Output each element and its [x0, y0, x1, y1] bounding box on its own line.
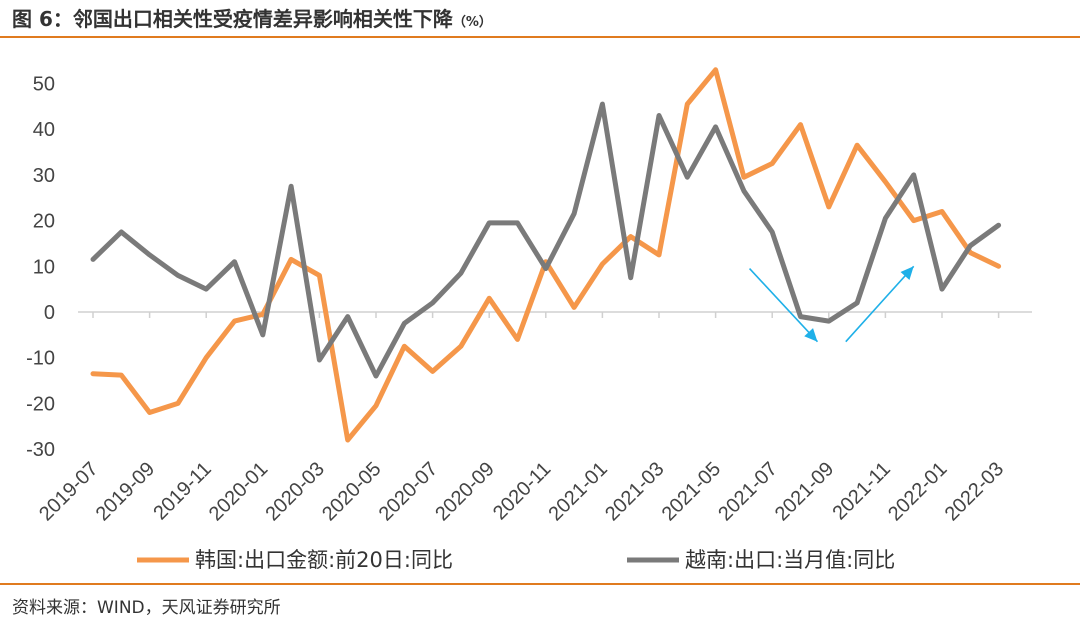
trend-arrow-2 — [845, 265, 915, 343]
chart-annotations — [748, 265, 915, 343]
y-tick-label: 40 — [33, 119, 55, 141]
figure-title-unit: （%） — [452, 15, 492, 30]
x-tick-label: 2021-05 — [658, 458, 725, 525]
x-tick-label: 2020-07 — [375, 458, 442, 525]
figure-title: 图 6：邻国出口相关性受疫情差异影响相关性下降（%） — [12, 3, 492, 32]
x-axis-ticks: 2019-072019-092019-112020-012020-032020-… — [35, 312, 1008, 525]
chart-legend: 韩国:出口金额:前20日:同比 越南:出口:当月值:同比 — [137, 548, 895, 572]
y-tick-label: 20 — [33, 211, 55, 233]
arrow-shaft — [748, 268, 819, 343]
x-tick-label: 2019-09 — [92, 458, 159, 525]
figure-title-text: 图 6：邻国出口相关性受疫情差异影响相关性下降 — [12, 7, 453, 31]
x-tick-label: 2021-09 — [771, 458, 838, 525]
legend-item-vietnam: 越南:出口:当月值:同比 — [627, 548, 895, 572]
y-tick-label: 50 — [33, 74, 55, 96]
y-tick-label: -20 — [26, 393, 55, 415]
chart-series — [90, 67, 1002, 443]
x-tick-label: 2020-03 — [261, 458, 328, 525]
y-tick-label: 30 — [33, 165, 55, 187]
arrow-head — [900, 266, 914, 280]
legend-label: 韩国:出口金额:前20日:同比 — [195, 548, 453, 572]
bottom-rule — [0, 583, 1080, 585]
x-tick-label: 2021-03 — [601, 458, 668, 525]
legend-label: 越南:出口:当月值:同比 — [685, 548, 895, 572]
arrow-shaft — [845, 265, 915, 343]
x-tick-label: 2021-01 — [544, 458, 611, 525]
x-tick-label: 2022-03 — [941, 458, 1008, 525]
legend-item-korea: 韩国:出口金额:前20日:同比 — [137, 548, 453, 572]
top-rule — [0, 36, 1080, 38]
x-tick-label: 2021-11 — [829, 458, 895, 524]
x-tick-label: 2021-07 — [714, 458, 781, 525]
arrow-head — [804, 328, 818, 342]
korea-series-line — [90, 67, 1002, 443]
source-note: 资料来源：WIND，天风证券研究所 — [12, 598, 281, 618]
vietnam-series-line — [90, 101, 1002, 379]
x-tick-label: 2020-05 — [318, 458, 385, 525]
x-tick-label: 2019-11 — [149, 458, 215, 524]
y-tick-label: -30 — [26, 439, 55, 461]
x-tick-label: 2022-01 — [884, 458, 951, 525]
y-tick-label: -10 — [26, 348, 55, 370]
x-tick-label: 2019-07 — [35, 458, 102, 525]
x-tick-label: 2020-01 — [205, 458, 272, 525]
y-tick-label: 10 — [33, 256, 55, 278]
x-tick-label: 2020-11 — [489, 458, 555, 524]
y-tick-label: 0 — [44, 302, 55, 324]
trend-arrow-1 — [748, 268, 819, 343]
line-chart: 50 40 30 20 10 0 -10 -20 -30 2019-072019-092019-… — [26, 67, 1032, 572]
x-tick-label: 2020-09 — [431, 458, 498, 525]
y-axis-ticks: 50 40 30 20 10 0 -10 -20 -30 — [26, 74, 55, 462]
